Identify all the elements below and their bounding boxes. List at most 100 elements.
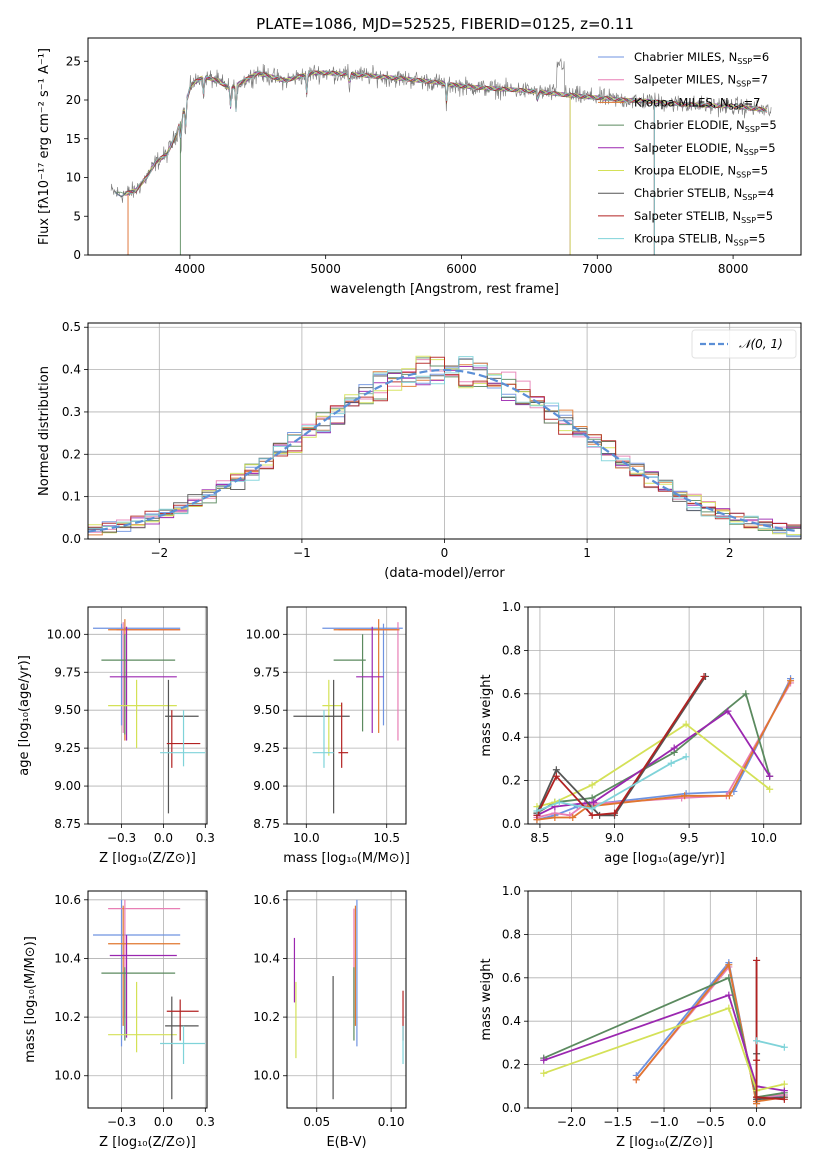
mass-weight-marker [670,744,678,752]
mass-vs-Z-panel: −0.3 0.0 0.3 10.0 10.2 10.4 10.6 Z [log₁₀(Z/Z⊙)… [23,890,215,1150]
x-tick-label: 10.5 [373,831,400,845]
mass-weight-marker [588,794,596,802]
legend-entry: Salpeter MILES, NSSP=7 [634,73,768,89]
mass-weight-marker [724,707,732,715]
mass-weight-marker [555,798,563,806]
age-vs-mass-panel: 10.0 10.5 8.75 9.00 9.25 9.50 9.75 10.00 mass [l… [246,606,410,866]
y-tick-label: 15 [66,132,81,146]
mass-weight-marker [540,1056,548,1064]
y-tick-label: 1.0 [502,600,521,614]
mass-vs-Z-plot-area [93,899,206,1100]
x-axis-label: mass [log₁₀(M/M⊙)] [283,851,410,866]
x-tick-label: 4000 [175,262,206,276]
x-tick-label: 1 [583,546,591,560]
massweight-vs-Z-panel: −2.0 −1.5 −1.0 −0.5 0.0 0.0 0.2 0.4 0.6 0.8 1.0 Z [… [479,884,802,1150]
mass-weight-marker [742,690,750,698]
mass-weight-marker [588,781,596,789]
y-tick-label: 0.6 [502,971,521,985]
errorbar-point [108,981,177,1053]
y-tick-label: 10.0 [54,1069,81,1083]
mass-weight-line [756,1039,785,1049]
x-axis-label: wavelength [Angstrom, rest frame] [330,282,559,297]
axes-frame [87,322,802,540]
errorbar-point [165,996,199,1100]
errorbar-point [322,679,342,756]
mass-weight-marker [725,961,733,969]
mass-weight-line [755,960,785,1101]
mass-vs-ebv-panel: 0.05 0.10 10.0 10.2 10.4 10.6 E(B-V) [253,890,407,1150]
mass-weight-marker [552,766,560,774]
x-tick-label: 9.5 [680,831,699,845]
x-tick-label: 0.10 [378,1115,405,1129]
axes-frame [286,890,407,1109]
mass-weight-marker [552,772,560,780]
y-tick-label: 8.75 [253,817,280,831]
x-tick-label: −0.3 [107,831,136,845]
residuals-plot-area [88,355,801,538]
mass-weight-marker [780,1087,788,1095]
errorbar-point [160,710,206,767]
x-tick-label: 9.0 [605,831,624,845]
errorbar-point [166,999,199,1041]
y-tick-label: 5 [73,209,81,223]
y-tick-label: 10.00 [246,627,280,641]
y-tick-label: 20 [66,93,81,107]
x-tick-label: 0 [441,546,449,560]
age-vs-mass-plot-area [293,619,403,814]
x-tick-label: 10.0 [750,831,777,845]
x-tick-label: 0.0 [154,831,173,845]
mass-weight-marker [780,1095,788,1103]
errorbar-point [312,710,334,768]
y-tick-label: 0.0 [502,817,521,831]
axes-frame [527,890,802,1109]
y-tick-label: 0.1 [62,490,81,504]
y-tick-label: 25 [66,54,81,68]
mass-weight-marker [682,753,690,761]
mass-weight-marker [682,720,690,728]
y-tick-label: 10.00 [47,627,81,641]
x-tick-label: 0.0 [154,1115,173,1129]
legend-entry: Chabrier MILES, NSSP=6 [634,50,769,66]
x-tick-label: −2 [150,546,168,560]
x-tick-label: −1 [293,546,311,560]
errorbar-point [338,622,399,741]
mass-weight-marker [787,677,795,685]
x-axis-label: Z [log₁₀(Z/Z⊙)] [99,851,196,866]
legend-entry: Kroupa ELODIE, NSSP=5 [634,164,768,180]
mass-weight-marker [753,956,761,964]
y-tick-label: 0.0 [62,532,81,546]
y-tick-label: 1.0 [502,884,521,898]
mass-weight-line [536,709,771,817]
mass-weight-marker [569,813,577,821]
axes-frame [87,606,208,825]
y-axis-label: mass [log₁₀(M/M⊙)] [23,936,38,1063]
y-tick-label: 10.4 [253,951,280,965]
mass-weight-marker [780,1080,788,1088]
x-tick-label: 7000 [582,262,613,276]
mass-weight-line [755,960,785,1101]
y-axis-label: Normed distribution [37,366,52,496]
mass-weight-marker [667,759,675,767]
errorbar-point [322,623,403,726]
mass-weight-marker [700,672,708,680]
mass-weight-marker [766,772,774,780]
residuals-panel: −2 −1 0 1 2 0.0 0.1 0.2 0.3 0.4 0.5 (data-model)/er… [37,320,802,581]
legend-entry: Chabrier STELIB, NSSP=4 [634,186,774,202]
x-tick-label: −2.0 [557,1115,586,1129]
massweight-vs-Z-plot-area [540,956,788,1108]
mass-weight-line [543,976,785,1099]
errorbar-point [165,679,199,814]
y-tick-label: 0 [73,248,81,262]
mass-weight-marker [588,805,596,813]
massweight-vs-age-plot-area [533,672,795,824]
axes-frame [286,606,407,825]
y-tick-label: 9.00 [253,779,280,793]
y-axis-label: age [log₁₀(age/yr)] [17,655,32,776]
x-tick-label: 5000 [310,262,341,276]
mass-weight-line [543,994,785,1092]
spectrum-legend: Chabrier MILES, NSSP=6 Salpeter MILES, NS… [598,50,777,248]
y-tick-label: 9.50 [54,703,81,717]
errorbar-point [109,934,177,1038]
x-tick-label: 8000 [718,262,749,276]
